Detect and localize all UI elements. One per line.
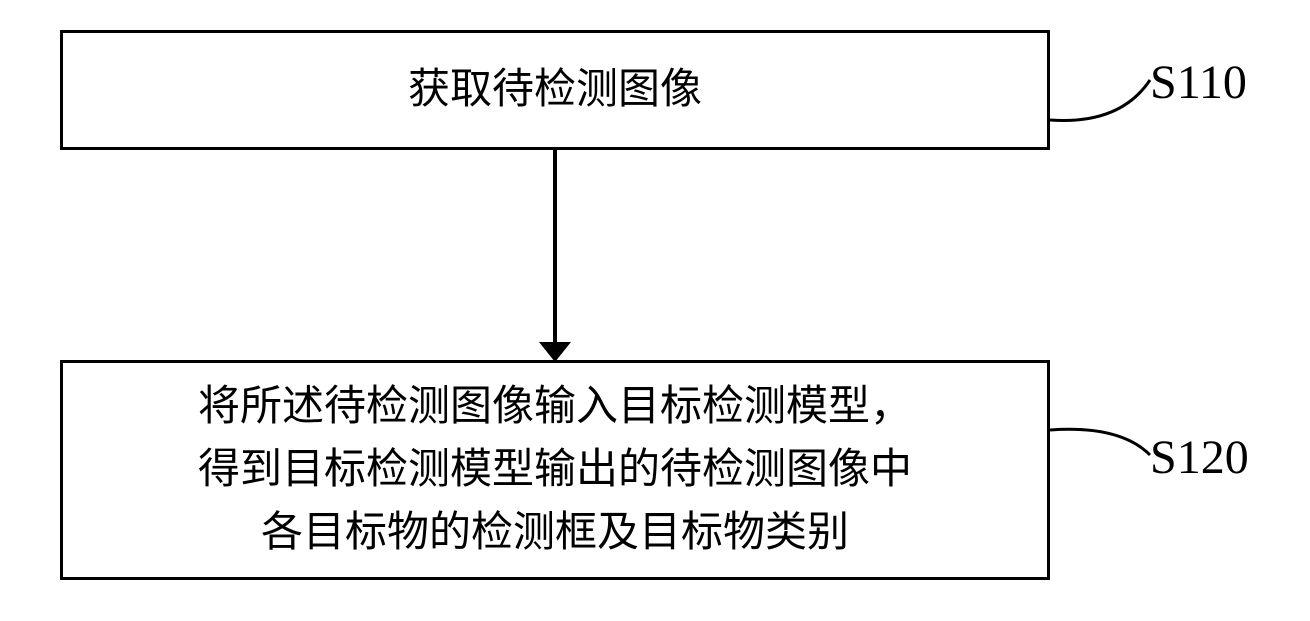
flow-node-s110: 获取待检测图像 xyxy=(60,30,1050,150)
flow-node-s120: 将所述待检测图像输入目标检测模型， 得到目标检测模型输出的待检测图像中 各目标物… xyxy=(60,360,1050,580)
flow-edge-arrow-line xyxy=(553,150,557,344)
flowchart-canvas: 获取待检测图像 S110 将所述待检测图像输入目标检测模型， 得到目标检测模型输… xyxy=(0,0,1310,621)
flow-node-s120-label: S120 xyxy=(1150,430,1249,485)
flow-edge-arrow-head-icon xyxy=(539,342,571,362)
flow-node-s110-label: S110 xyxy=(1150,55,1247,110)
flow-node-s120-text: 将所述待检测图像输入目标检测模型， 得到目标检测模型输出的待检测图像中 各目标物… xyxy=(198,376,912,565)
flow-node-s110-text: 获取待检测图像 xyxy=(408,59,702,122)
